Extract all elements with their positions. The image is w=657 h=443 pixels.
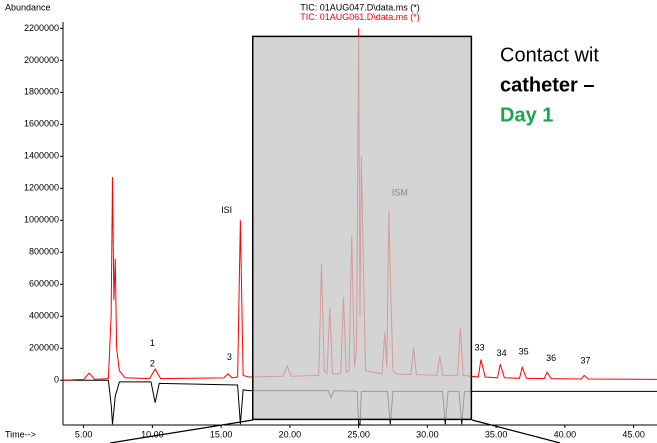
peak-label: 2 <box>150 359 155 369</box>
peak-label: 37 <box>580 355 590 365</box>
peak-label: ISM <box>392 187 408 197</box>
legend-entry: TIC: 01AUG061.D\data.ms (*) <box>300 12 420 22</box>
x-tick-label: 40.00 <box>554 429 577 439</box>
y-tick-label: 1600000 <box>24 119 59 129</box>
caption-line: Contact wit <box>500 44 599 66</box>
y-tick-label: 1200000 <box>24 183 59 193</box>
x-tick-label: 30.00 <box>416 429 439 439</box>
x-tick-label: 10.00 <box>141 429 164 439</box>
x-tick-label: 20.00 <box>279 429 302 439</box>
y-tick-label: 800000 <box>29 247 59 257</box>
x-tick-label: 15.00 <box>210 429 233 439</box>
y-tick-label: 1400000 <box>24 151 59 161</box>
highlight-region <box>252 35 473 421</box>
x-axis-label: Time--> <box>5 429 36 439</box>
legend-entry: TIC: 01AUG047.D\data.ms (*) <box>300 2 420 12</box>
x-tick-label: 25.00 <box>347 429 370 439</box>
peak-label: 33 <box>475 343 485 353</box>
peak-label: 35 <box>519 347 529 357</box>
peak-label: 36 <box>546 353 556 363</box>
y-tick-label: 2200000 <box>24 23 59 33</box>
y-tick-label: 600000 <box>29 279 59 289</box>
x-tick-label: 5.00 <box>75 429 93 439</box>
peak-label: 34 <box>497 348 507 358</box>
zoom-line <box>471 419 561 443</box>
caption-line: catheter – <box>500 74 595 96</box>
y-tick-label: 2000000 <box>24 55 59 65</box>
peak-label: ISI <box>221 205 232 215</box>
x-tick-label: 35.00 <box>485 429 508 439</box>
zoom-line <box>109 419 254 443</box>
peak-label: 1 <box>150 338 155 348</box>
y-tick-label: 400000 <box>29 311 59 321</box>
peak-label: 3 <box>227 352 232 362</box>
y-tick-label: 200000 <box>29 343 59 353</box>
caption-line: Day 1 <box>500 104 553 126</box>
y-tick-label: 1800000 <box>24 87 59 97</box>
x-tick-label: 45.00 <box>622 429 645 439</box>
y-tick-label: 0 <box>54 375 59 385</box>
y-tick-label: 1000000 <box>24 215 59 225</box>
y-axis-label: Abundance <box>5 2 51 12</box>
